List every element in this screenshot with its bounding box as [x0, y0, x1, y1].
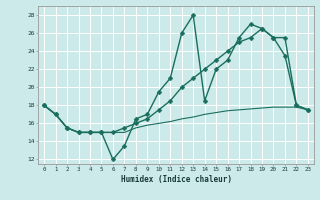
X-axis label: Humidex (Indice chaleur): Humidex (Indice chaleur)	[121, 175, 231, 184]
